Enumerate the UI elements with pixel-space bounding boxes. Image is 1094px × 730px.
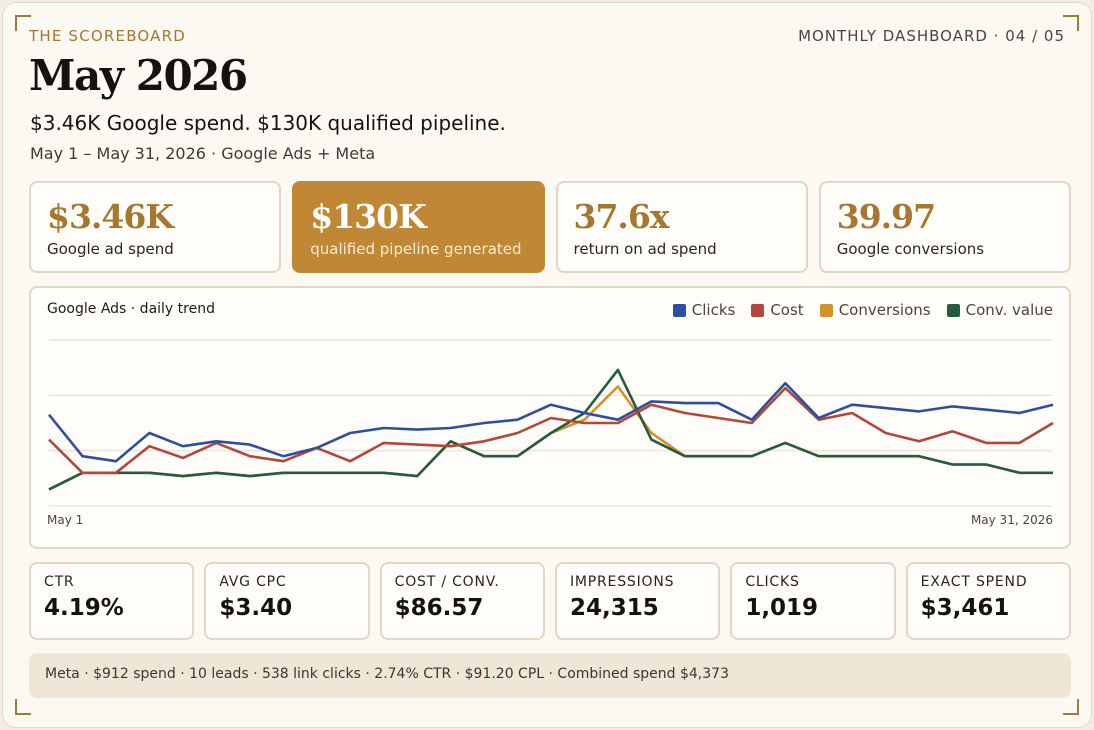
stat-card-exact-spend: EXACT SPEND $3,461: [905, 562, 1071, 640]
kpi-value: 37.6x: [573, 197, 670, 236]
corner-mark: [15, 699, 31, 715]
stats-row: CTR 4.19% AVG CPC $3.40 COST / CONV. $86…: [29, 562, 1071, 640]
legend-label: Conv. value: [965, 301, 1053, 319]
x-axis-start-label: May 1: [47, 513, 84, 527]
legend-swatch: [672, 303, 686, 317]
legend-label: Cost: [770, 301, 804, 319]
legend-swatch: [946, 303, 960, 317]
stat-label: AVG CPC: [219, 574, 287, 590]
stat-card-ctr: CTR 4.19%: [29, 562, 195, 640]
meta-summary-bar: Meta · $912 spend · 10 leads · 538 link …: [29, 653, 1071, 698]
legend-item-cost: Cost: [751, 301, 804, 319]
chart-legend: Clicks Cost Conversions Conv. value: [672, 301, 1053, 319]
stat-value: 1,019: [745, 595, 819, 621]
trend-chart-card: Google Ads · daily trend Clicks Cost Con…: [29, 286, 1071, 549]
kpi-card-roas: 37.6x return on ad spend: [555, 181, 808, 273]
kpi-value: $130K: [310, 197, 427, 236]
corner-mark: [1063, 699, 1079, 715]
stat-value: $86.57: [394, 595, 484, 621]
legend-swatch: [819, 303, 833, 317]
dashboard-page-indicator: MONTHLY DASHBOARD · 04 / 05: [798, 27, 1065, 45]
kpi-row: $3.46K Google ad spend $130K qualified p…: [29, 181, 1071, 273]
headline: $3.46K Google spend. $130K qualified pip…: [30, 111, 506, 135]
eyebrow-label: THE SCOREBOARD: [29, 27, 186, 45]
legend-item-conv-value: Conv. value: [946, 301, 1053, 319]
stat-label: EXACT SPEND: [920, 574, 1028, 590]
kpi-label: Google conversions: [836, 240, 985, 258]
kpi-card-conversions: 39.97 Google conversions: [818, 181, 1071, 273]
stat-value: $3,461: [920, 595, 1010, 621]
legend-label: Clicks: [691, 301, 736, 319]
kpi-value: 39.97: [836, 197, 936, 236]
date-range: May 1 – May 31, 2026 · Google Ads + Meta: [30, 144, 376, 163]
stat-label: IMPRESSIONS: [569, 574, 675, 590]
series-line-cost: [48, 386, 1054, 475]
legend-item-clicks: Clicks: [672, 301, 736, 319]
trend-chart: [47, 339, 1054, 507]
series-line-conv-value: [48, 368, 1053, 491]
kpi-label: qualified pipeline generated: [310, 240, 522, 258]
page-title: May 2026: [29, 51, 248, 100]
legend-swatch: [751, 303, 765, 317]
kpi-value: $3.46K: [47, 197, 174, 236]
x-axis-end-label: May 31, 2026: [970, 513, 1053, 527]
kpi-label: Google ad spend: [47, 240, 174, 258]
stat-label: COST / CONV.: [394, 574, 500, 590]
stat-card-clicks: CLICKS 1,019: [730, 562, 896, 640]
stat-card-avg-cpc: AVG CPC $3.40: [204, 562, 370, 640]
corner-mark: [15, 15, 31, 31]
kpi-card-pipeline: $130K qualified pipeline generated: [292, 181, 545, 273]
kpi-label: return on ad spend: [573, 240, 717, 258]
stat-card-impressions: IMPRESSIONS 24,315: [554, 562, 721, 640]
stat-value: $3.40: [219, 595, 293, 621]
corner-mark: [1063, 15, 1079, 31]
legend-item-conversions: Conversions: [819, 301, 931, 319]
chart-title: Google Ads · daily trend: [47, 301, 215, 317]
stat-label: CTR: [44, 574, 75, 590]
stat-value: 24,315: [569, 595, 659, 621]
kpi-card-google-spend: $3.46K Google ad spend: [29, 181, 282, 273]
stat-label: CLICKS: [745, 574, 800, 590]
stat-value: 4.19%: [44, 595, 124, 621]
legend-label: Conversions: [838, 301, 931, 319]
stat-card-cost-per-conv: COST / CONV. $86.57: [379, 562, 545, 640]
series-line-clicks: [47, 381, 1054, 463]
